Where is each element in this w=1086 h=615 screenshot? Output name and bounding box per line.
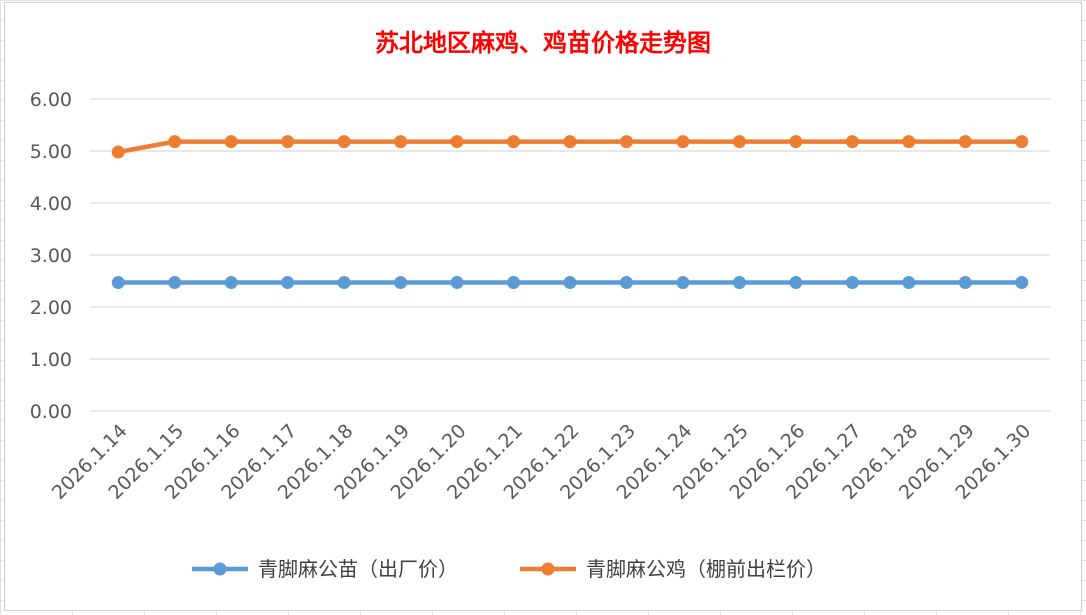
data-point[interactable] [958, 135, 972, 149]
data-point[interactable] [845, 135, 859, 149]
data-point[interactable] [507, 135, 521, 149]
data-point[interactable] [450, 276, 464, 290]
data-point[interactable] [789, 135, 803, 149]
series-1 [111, 135, 1029, 159]
data-point[interactable] [281, 135, 295, 149]
data-point[interactable] [337, 276, 351, 290]
data-point[interactable] [111, 145, 125, 159]
data-point[interactable] [619, 135, 633, 149]
y-tick-label: 1.00 [30, 349, 72, 371]
y-tick-label: 0.00 [30, 401, 72, 423]
data-point[interactable] [1015, 276, 1029, 290]
y-tick-label: 4.00 [30, 193, 72, 215]
series-0 [111, 276, 1029, 290]
data-point[interactable] [676, 276, 690, 290]
series-lines [111, 135, 1029, 290]
data-point[interactable] [902, 135, 916, 149]
y-tick-label: 3.00 [30, 245, 72, 267]
data-point[interactable] [902, 276, 916, 290]
data-point[interactable] [111, 276, 125, 290]
legend-marker [541, 562, 555, 576]
data-point[interactable] [507, 276, 521, 290]
gridlines [90, 98, 1050, 412]
data-point[interactable] [789, 276, 803, 290]
data-point[interactable] [168, 135, 182, 149]
data-point[interactable] [845, 276, 859, 290]
data-point[interactable] [394, 276, 408, 290]
data-point[interactable] [450, 135, 464, 149]
y-tick-label: 5.00 [30, 141, 72, 163]
legend-label: 青脚麻公鸡（棚前出栏价） [586, 557, 826, 581]
data-point[interactable] [224, 276, 238, 290]
data-point[interactable] [676, 135, 690, 149]
data-point[interactable] [958, 276, 972, 290]
x-axis-ticks: 2026.1.142026.1.152026.1.162026.1.172026… [48, 420, 1035, 504]
y-tick-label: 6.00 [30, 89, 72, 111]
data-point[interactable] [1015, 135, 1029, 149]
data-point[interactable] [563, 276, 577, 290]
y-axis-ticks: 0.00 1.00 2.00 3.00 4.00 5.00 6.00 [30, 89, 72, 423]
legend-marker [213, 562, 227, 576]
data-point[interactable] [281, 276, 295, 290]
legend-item[interactable]: 青脚麻公鸡（棚前出栏价） [520, 557, 826, 581]
data-point[interactable] [732, 276, 746, 290]
data-point[interactable] [224, 135, 238, 149]
legend: 青脚麻公苗（出厂价） 青脚麻公鸡（棚前出栏价） [192, 557, 826, 581]
legend-item[interactable]: 青脚麻公苗（出厂价） [192, 557, 458, 581]
chart-title: 苏北地区麻鸡、鸡苗价格走势图 [375, 28, 711, 57]
y-tick-label: 2.00 [30, 297, 72, 319]
data-point[interactable] [394, 135, 408, 149]
legend-label: 青脚麻公苗（出厂价） [258, 557, 458, 581]
data-point[interactable] [619, 276, 633, 290]
data-point[interactable] [732, 135, 746, 149]
data-point[interactable] [168, 276, 182, 290]
data-point[interactable] [563, 135, 577, 149]
data-point[interactable] [337, 135, 351, 149]
